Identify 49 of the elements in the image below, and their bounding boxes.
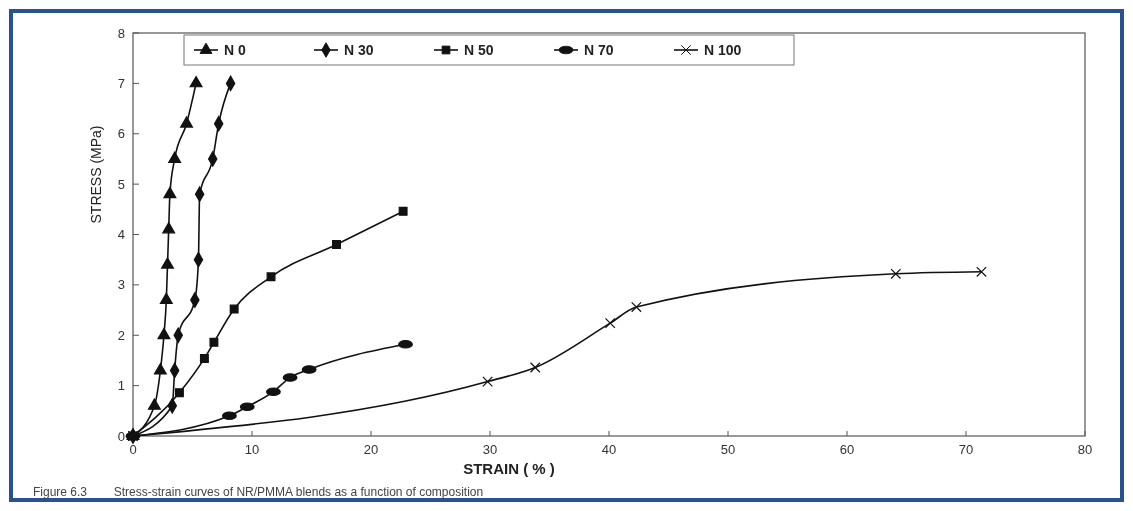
caption: Figure 6.3 Stress-strain curves of NR/PMMA blends as a function of composition <box>33 485 484 499</box>
x-axis-title: STRAIN ( % ) <box>463 460 555 477</box>
point <box>180 116 194 128</box>
x-tick-label: 30 <box>482 442 498 457</box>
point <box>229 304 239 314</box>
point <box>266 272 276 282</box>
y-tick-label: 0 <box>117 428 125 444</box>
x-tick-label: 80 <box>1077 442 1093 457</box>
point <box>604 317 616 329</box>
y-tick-label: 3 <box>117 277 125 293</box>
point <box>482 376 493 387</box>
x-tick-label: 0 <box>129 442 137 457</box>
point <box>976 266 987 278</box>
point <box>174 388 184 398</box>
point <box>162 222 176 234</box>
point <box>332 240 341 250</box>
point <box>157 327 171 340</box>
legend-label: N 70 <box>584 41 614 58</box>
x-tick-label: 40 <box>601 442 617 457</box>
x-tick-label: 70 <box>958 442 974 457</box>
y-axis-title: STRESS (MPa) <box>88 125 104 224</box>
y-tick-label: 8 <box>117 25 125 41</box>
legend-label: N 0 <box>224 41 246 58</box>
point <box>209 337 219 347</box>
point <box>631 301 642 313</box>
point <box>890 268 902 280</box>
legend-label: N 50 <box>464 41 494 58</box>
x-tick-label: 60 <box>839 442 855 457</box>
point <box>147 398 161 410</box>
point <box>153 363 167 375</box>
point <box>161 257 174 269</box>
x-tick-label: 20 <box>363 442 379 457</box>
point <box>159 292 173 304</box>
point <box>529 362 541 373</box>
legend-label: N 30 <box>344 41 374 58</box>
point <box>189 75 203 88</box>
y-tick-label: 7 <box>117 75 125 91</box>
x-tick-label: 50 <box>720 442 736 457</box>
x-tick-label: 10 <box>244 442 260 457</box>
y-tick-label: 4 <box>117 227 125 243</box>
y-tick-label: 1 <box>117 378 125 394</box>
y-tick-label: 5 <box>117 176 125 192</box>
point <box>398 206 408 216</box>
y-tick-label: 6 <box>117 126 125 142</box>
legend-label: N 100 <box>704 41 742 58</box>
point <box>199 353 209 363</box>
y-tick-label: 2 <box>117 327 125 343</box>
point <box>163 186 177 199</box>
point <box>168 151 182 163</box>
